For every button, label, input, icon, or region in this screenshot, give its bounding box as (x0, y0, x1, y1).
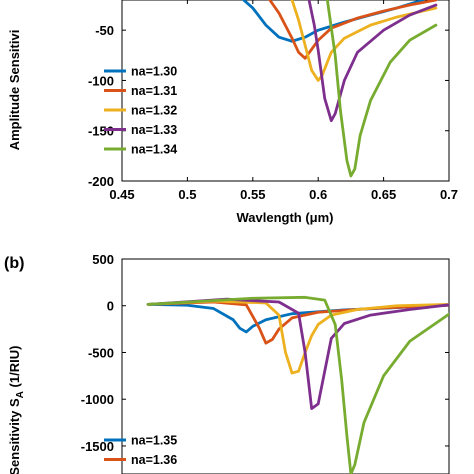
legend-label: na=1.35 (131, 434, 177, 448)
legend-label: na=1.32 (131, 104, 177, 118)
series-line-na-1-36 (146, 300, 449, 345)
panel-a: -200 -150 -100 -50 0.45 0.5 0.55 0.6 0.65 0.7 na=… (88, 0, 458, 202)
y-tick-label: -500 (88, 345, 114, 360)
series-line-na-1-37 (146, 299, 449, 375)
panel-a-legend: na=1.30 na=1.31 na=1.32 na=1.33 na=1.34 (104, 65, 177, 157)
series-line-na-1-34 (325, 0, 438, 178)
panel-b-y-axis-label-sub: A (15, 391, 26, 398)
panel-b-frame (121, 258, 450, 474)
series-line-na-1-39 (146, 295, 449, 474)
x-tick-label: 0.45 (109, 187, 134, 202)
x-tick-label: 0.7 (440, 187, 458, 202)
series-line-na-1-33 (307, 0, 438, 123)
series-line-na-1-31 (268, 0, 438, 60)
panel-b-label: (b) (4, 255, 24, 272)
series-line-na-1-38 (146, 297, 449, 410)
x-tick-label: 0.6 (309, 187, 327, 202)
y-tick-label: -1000 (81, 392, 114, 407)
panel-b-ticks: -1500 -1000 -500 0 500 (81, 252, 449, 454)
x-tick-label: 0.5 (178, 187, 196, 202)
panel-a-ticks: -200 -150 -100 -50 0.45 0.5 0.55 0.6 0.65 0.7 (88, 0, 458, 202)
y-tick-label: -100 (88, 73, 114, 88)
panel-b-legend: na=1.35 na=1.36 (104, 434, 177, 467)
legend-label: na=1.36 (131, 453, 177, 467)
panel-b: -1500 -1000 -500 0 500 na=1.35 na=1.36 (81, 252, 450, 474)
y-tick-label: -150 (88, 124, 114, 139)
panel-a-y-axis-label: Amplitude Sensitivi (7, 30, 22, 151)
x-tick-label: 0.65 (371, 187, 396, 202)
y-tick-label: -200 (88, 174, 114, 189)
x-tick-label: 0.55 (240, 187, 265, 202)
legend-label: na=1.33 (131, 123, 177, 137)
series-line-na-1-32 (290, 0, 438, 82)
panel-b-lines (146, 295, 449, 474)
y-tick-label: -50 (95, 23, 114, 38)
panel-b-y-axis-label: de Sensitivity SA (1/RIU) (7, 346, 26, 474)
panel-a-lines (242, 0, 438, 178)
panel-b-y-axis-label-units: (1/RIU) (7, 346, 22, 392)
y-tick-label: 0 (107, 299, 114, 314)
legend-label: na=1.30 (131, 65, 177, 79)
legend-label: na=1.34 (131, 143, 177, 157)
y-tick-label: -1500 (81, 439, 114, 454)
legend-label: na=1.31 (131, 84, 177, 98)
panel-a-x-axis-label: Wavlength (μm) (236, 210, 333, 225)
y-tick-label: 500 (92, 252, 114, 267)
panel-b-y-axis-label-main: de Sensitivity S (7, 398, 22, 474)
